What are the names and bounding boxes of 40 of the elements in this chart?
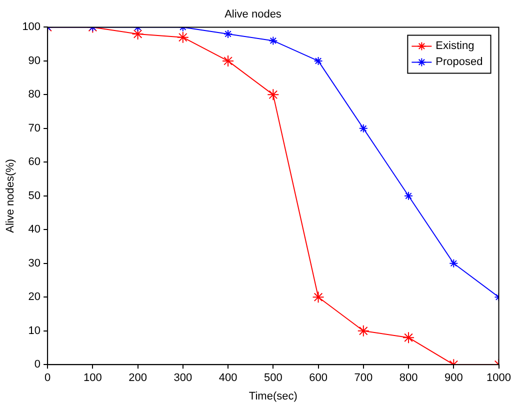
y-tick-label: 90	[28, 54, 41, 67]
x-tick-label: 100	[83, 372, 102, 384]
point	[268, 36, 278, 46]
y-tick-label: 30	[28, 257, 41, 270]
point	[402, 332, 415, 344]
point	[449, 258, 458, 268]
point	[404, 191, 414, 200]
chart-title: Alive nodes	[224, 8, 282, 21]
y-tick-label: 80	[28, 88, 41, 101]
x-tick-label: 900	[444, 372, 463, 384]
y-tick-label: 40	[28, 224, 41, 236]
x-tick-label: 600	[309, 372, 328, 384]
x-tick-label: 700	[354, 372, 373, 384]
point	[357, 324, 370, 337]
point	[224, 29, 233, 38]
point	[222, 54, 234, 67]
point	[312, 291, 324, 304]
y-tick-label: 20	[28, 291, 41, 304]
y-tick-label: 60	[28, 156, 41, 168]
x-tick-label: 200	[128, 372, 147, 384]
x-tick-label: 1000	[486, 372, 512, 384]
y-tick-label: 10	[28, 324, 41, 337]
x-tick-label: 300	[174, 372, 192, 384]
x-tick-label: 800	[399, 372, 418, 384]
y-tick-label: 0	[34, 358, 41, 371]
x-tick-label: 500	[264, 372, 282, 384]
legend-label: Proposed	[436, 56, 483, 68]
x-tick-label: 0	[44, 372, 51, 384]
point	[314, 56, 323, 66]
y-axis-title: Alive nodes(%)	[4, 158, 17, 233]
y-tick-label: 100	[22, 21, 41, 34]
y-tick-label: 70	[28, 122, 41, 134]
point	[358, 124, 368, 133]
point	[176, 31, 189, 44]
point	[132, 28, 144, 40]
x-axis-title: Time(sec)	[248, 390, 298, 402]
x-tick-label: 400	[218, 372, 238, 384]
point	[267, 88, 280, 101]
legend-label: Existing	[436, 40, 474, 52]
y-tick-label: 50	[28, 190, 41, 202]
